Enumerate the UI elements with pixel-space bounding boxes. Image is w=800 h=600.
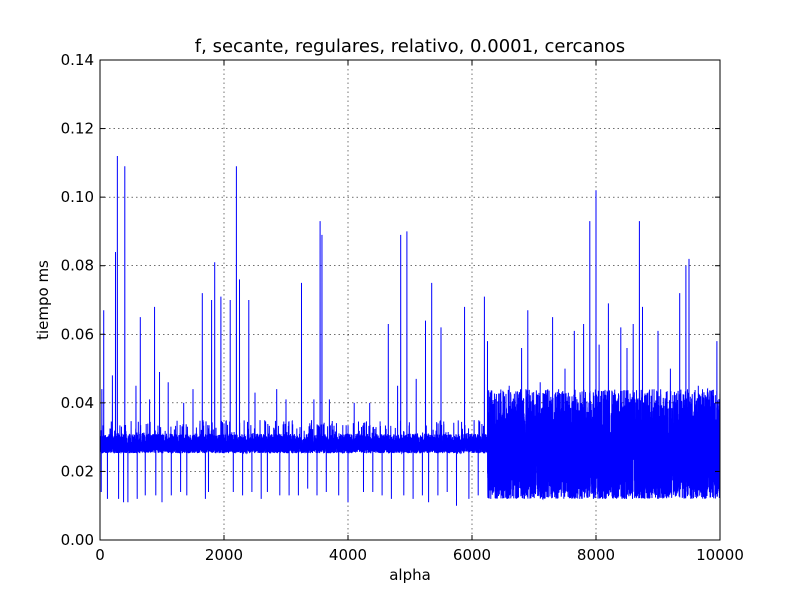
y-tick-label-2: 0.04 — [61, 394, 94, 412]
x-axis-label: alpha — [389, 566, 431, 584]
y-axis-label: tiempo ms — [34, 260, 52, 340]
y-tick-label-0: 0.00 — [61, 531, 94, 549]
y-tick-label-3: 0.06 — [61, 325, 94, 343]
axes: 0 2000 4000 6000 8000 10000 0.00 0.02 0.04 0.06 0.… — [61, 51, 744, 564]
y-tick-label-6: 0.12 — [61, 120, 94, 138]
y-tick-label-1: 0.02 — [61, 462, 94, 480]
series-line-tiempo — [100, 155, 720, 506]
y-tick-label-5: 0.10 — [61, 188, 94, 206]
x-tick-label-5: 10000 — [696, 546, 744, 564]
y-tick-label-4: 0.08 — [61, 257, 94, 275]
chart-title: f, secante, regulares, relativo, 0.0001,… — [195, 36, 625, 57]
plot-frame — [99, 59, 721, 541]
x-tick-label-4: 8000 — [577, 546, 615, 564]
plot-area — [100, 155, 720, 506]
x-tick-label-1: 2000 — [205, 546, 243, 564]
x-tick-label-0: 0 — [95, 546, 105, 564]
y-tick-label-7: 0.14 — [61, 51, 94, 69]
x-tick-label-3: 6000 — [453, 546, 491, 564]
x-tick-label-2: 4000 — [329, 546, 367, 564]
